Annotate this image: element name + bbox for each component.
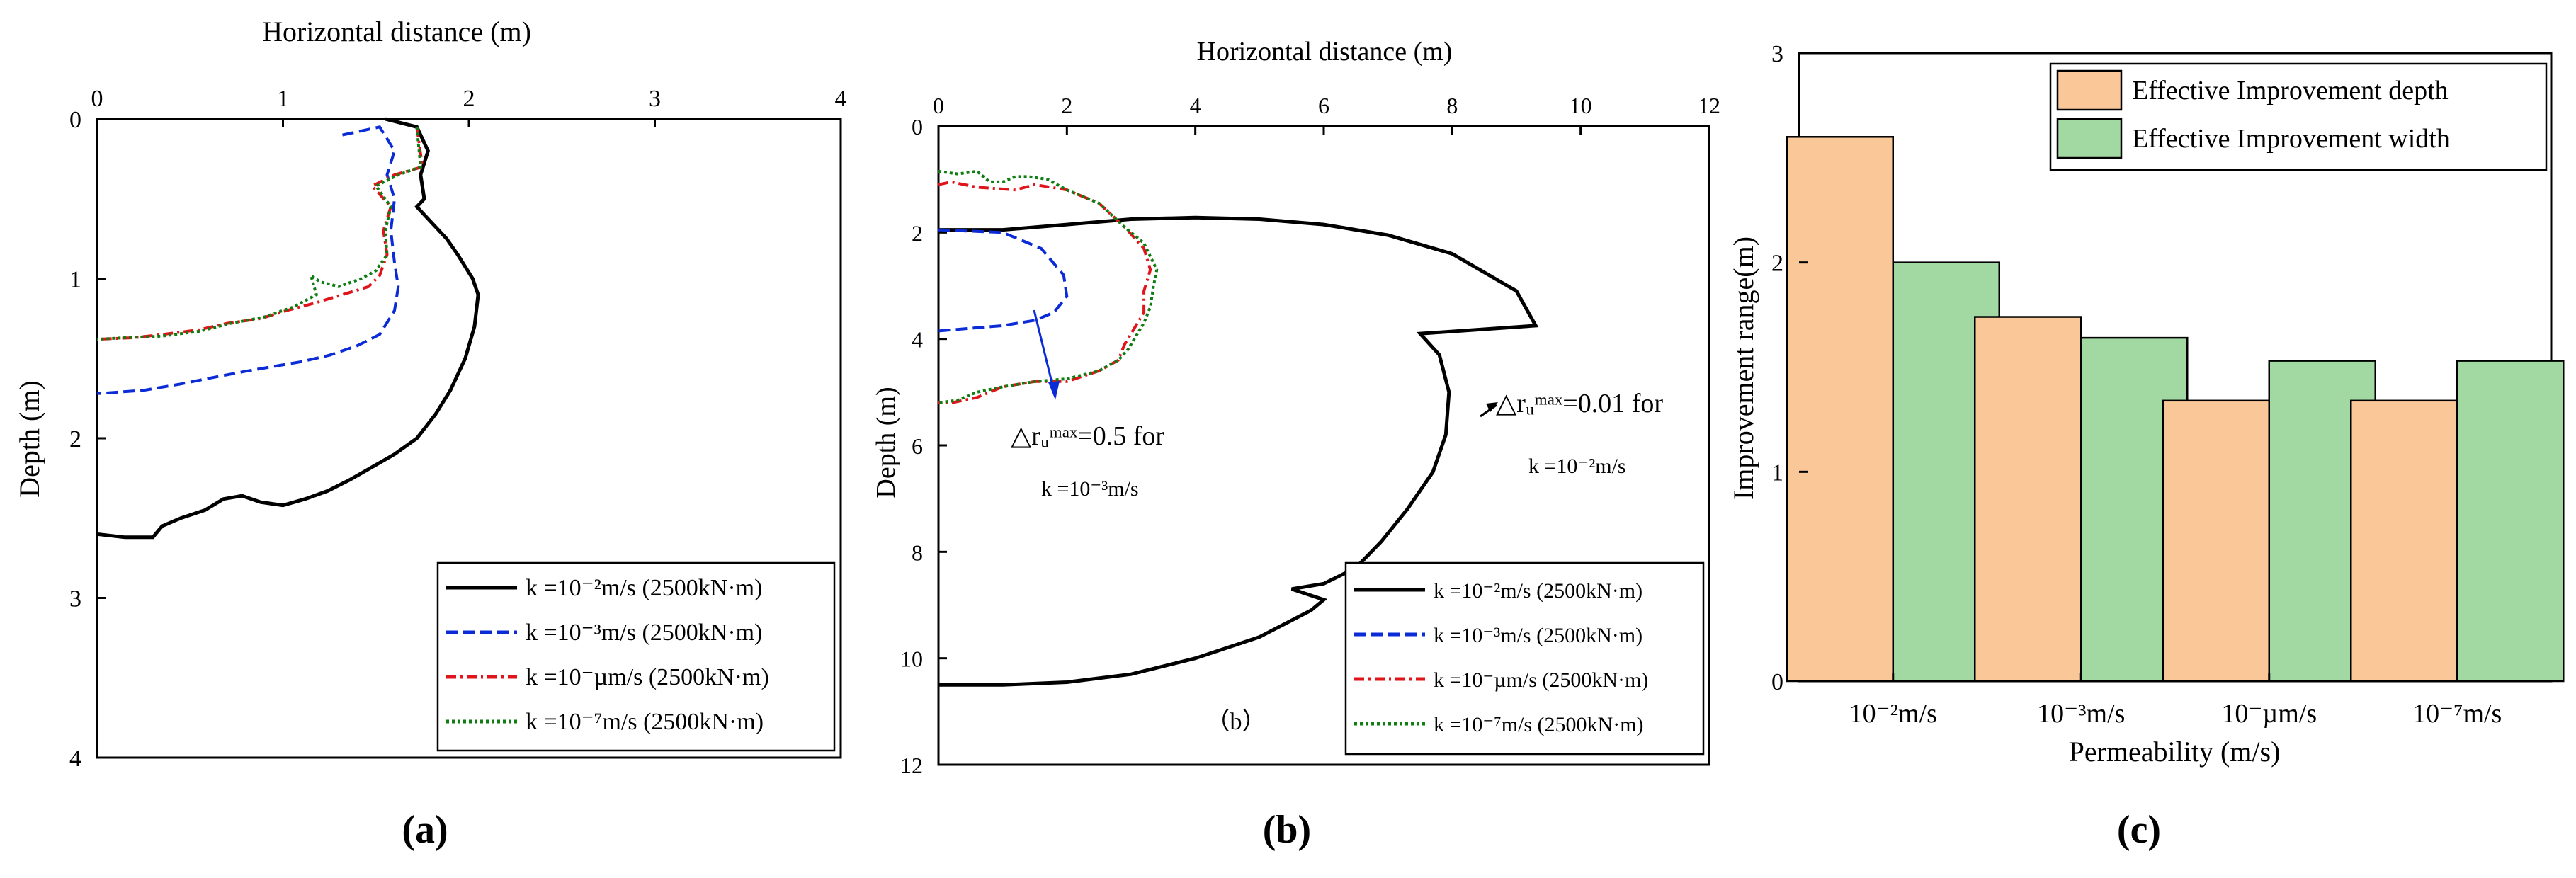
y-tick-label: 12: [900, 753, 923, 778]
panel-b-caption: (b): [1263, 808, 1311, 852]
panel-b-series: [938, 169, 1539, 687]
series-line-2: [96, 125, 400, 395]
panel-b-annotation-blue: △rᵤᵐᵃˣ=0.5 for k =10⁻³m/s: [1011, 309, 1164, 501]
legend-label-1: k =10⁻²m/s (2500kN·m): [526, 575, 762, 601]
series-line-3: [938, 180, 1152, 404]
x-tick-label: 6: [1318, 93, 1329, 118]
panel-a: Horizontal distance (m) 0 1 2 3 4 0 1 2 3 4 Dept…: [13, 16, 847, 852]
panel-a-x-ticks: 0 1 2 3 4: [91, 86, 847, 127]
legend-label-3: k =10⁻µm/s (2500kN·m): [1434, 668, 1648, 692]
bar-depth-4: [2350, 399, 2458, 683]
y-tick-label: 4: [912, 327, 923, 353]
bar-depth-1: [1786, 136, 1894, 683]
x-tick-label: 1: [277, 86, 289, 112]
legend-label-3: k =10⁻µm/s (2500kN·m): [526, 664, 769, 690]
y-tick-label: 8: [912, 540, 923, 565]
panel-b: Horizontal distance (m) 0 2 4 6 8 10 12 0 2 4 6 8 1…: [871, 37, 1720, 852]
panel-a-series: [96, 117, 480, 540]
x-tick-label: 0: [91, 86, 103, 112]
y-tick-label: 3: [1771, 41, 1783, 67]
series-line-1: [96, 117, 480, 540]
x-tick-label: 10⁻µm/s: [2221, 699, 2317, 729]
panel-c-xlabel: Permeability (m/s): [2069, 736, 2281, 768]
x-tick-label: 10⁻⁷m/s: [2412, 699, 2502, 729]
arrowhead-icon: [1048, 381, 1060, 400]
panel-b-ylabel: Depth (m): [871, 387, 901, 498]
legend-swatch-1: [2056, 69, 2123, 111]
y-tick-label: 1: [69, 267, 81, 293]
y-tick-label: 6: [912, 433, 923, 459]
x-tick-label: 8: [1446, 93, 1458, 118]
panel-a-y-ticks: 0 1 2 3 4: [69, 107, 106, 772]
x-tick-label: 12: [1698, 93, 1720, 118]
x-tick-label: 10⁻³m/s: [2037, 699, 2125, 729]
legend-label-4: k =10⁻⁷m/s (2500kN·m): [526, 709, 764, 735]
legend-label-2: k =10⁻³m/s (2500kN·m): [526, 620, 762, 646]
panel-c-legend: Effective Improvement depth Effective Imp…: [2049, 62, 2548, 171]
y-tick-label: 10: [900, 646, 923, 672]
panel-c-caption: (c): [2117, 808, 2161, 852]
annotation-black-sub: k =10⁻²m/s: [1528, 455, 1626, 478]
legend-swatch-2: [2056, 118, 2123, 159]
panel-b-inner-label: （b）: [1206, 708, 1266, 735]
y-tick-label: 2: [69, 426, 81, 452]
legend-label-1: Effective Improvement depth: [2132, 76, 2449, 106]
annotation-black-text: △rᵤᵐᵃˣ=0.01 for: [1496, 389, 1663, 418]
panel-b-x-ticks: 0 2 4 6 8 10 12: [933, 93, 1720, 135]
x-tick-label: 0: [933, 93, 944, 118]
legend-label-4: k =10⁻⁷m/s (2500kN·m): [1434, 713, 1644, 736]
annotation-blue-sub: k =10⁻³m/s: [1041, 477, 1139, 501]
bar-depth-2: [1974, 316, 2082, 683]
panel-b-annotation-black: △rᵤᵐᵃˣ=0.01 for k =10⁻²m/s: [1480, 389, 1663, 478]
panel-c-legend-box: [2049, 62, 2548, 171]
bar-depth-3: [2162, 399, 2270, 683]
series-line-1: [938, 215, 1539, 687]
panel-b-xlabel: Horizontal distance (m): [1197, 37, 1453, 67]
series-line-3: [96, 127, 424, 341]
panel-c-y-ticks: 0 1 2 3: [1771, 41, 1808, 695]
series-line-2: [938, 228, 1069, 333]
y-tick-label: 2: [912, 220, 923, 246]
legend-label-2: k =10⁻³m/s (2500kN·m): [1434, 624, 1642, 647]
y-tick-label: 3: [69, 586, 81, 612]
y-tick-label: 0: [912, 114, 923, 139]
series-line-4: [96, 127, 422, 341]
panel-a-legend: k =10⁻²m/s (2500kN·m) k =10⁻³m/s (2500kN·…: [436, 561, 836, 752]
panel-c-bars: [1786, 136, 2565, 683]
y-tick-label: 0: [1771, 669, 1783, 695]
panel-a-ylabel: Depth (m): [13, 380, 45, 498]
panel-c-ylabel: Improvement range(m): [1727, 236, 1759, 500]
panel-a-xlabel: Horizontal distance (m): [262, 16, 531, 47]
x-tick-label: 4: [835, 86, 847, 112]
x-tick-label: 2: [1061, 93, 1072, 118]
panel-b-y-ticks: 0 2 4 6 8 10 12: [900, 114, 947, 778]
series-line-4: [938, 169, 1159, 404]
y-tick-label: 2: [1771, 251, 1783, 277]
x-tick-label: 4: [1190, 93, 1201, 118]
legend-label-1: k =10⁻²m/s (2500kN·m): [1434, 579, 1642, 603]
legend-label-2: Effective Improvement width: [2132, 124, 2450, 154]
y-tick-label: 4: [69, 746, 81, 772]
x-tick-label: 2: [463, 86, 475, 112]
x-tick-label: 10⁻²m/s: [1849, 699, 1937, 729]
y-tick-label: 0: [69, 107, 81, 133]
arrowhead-icon: [1486, 402, 1498, 412]
annotation-blue-text: △rᵤᵐᵃˣ=0.5 for: [1011, 421, 1164, 451]
panel-a-caption: (a): [402, 808, 448, 852]
panel-a-legend-box: [436, 561, 836, 752]
y-tick-label: 1: [1771, 460, 1783, 486]
panel-b-legend: k =10⁻²m/s (2500kN·m) k =10⁻³m/s (2500kN·…: [1344, 561, 1705, 756]
panel-c: 0 1 2 3 10⁻²m/s 10⁻³m/s 10⁻µm/s 10⁻⁷m/s Permea…: [1727, 41, 2565, 852]
bar-width-4: [2456, 360, 2565, 683]
x-tick-label: 3: [649, 86, 661, 112]
x-tick-label: 10: [1570, 93, 1592, 118]
panel-c-x-ticks: 10⁻²m/s 10⁻³m/s 10⁻µm/s 10⁻⁷m/s: [1849, 673, 2502, 729]
